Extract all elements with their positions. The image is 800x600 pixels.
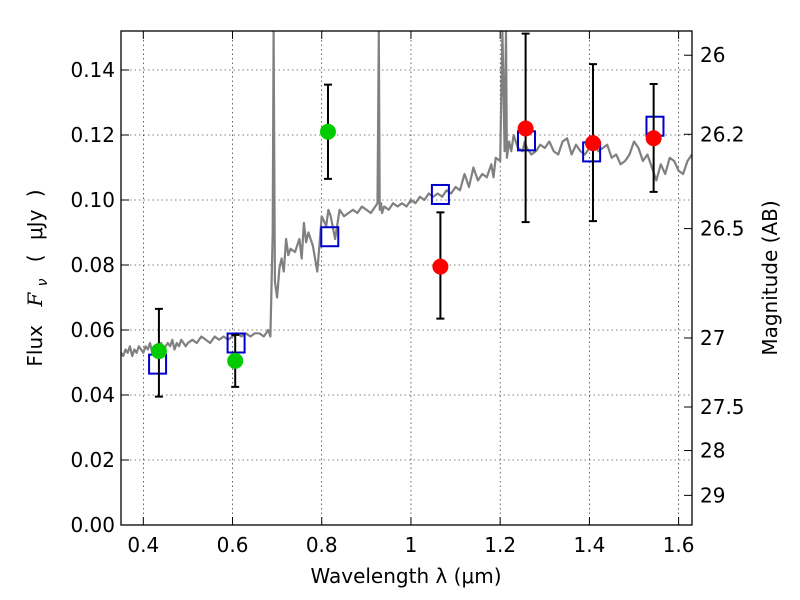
x-tick-label: 1.2 bbox=[484, 533, 516, 557]
x-tick-label: 0.6 bbox=[217, 533, 249, 557]
plot-frame bbox=[120, 30, 693, 526]
model-spectrum-line bbox=[121, 31, 692, 358]
y-axis-label: Flux F ν ( μJy ) bbox=[23, 189, 52, 366]
y-tick-label: 0.04 bbox=[70, 383, 115, 407]
x-tick-label: 0.4 bbox=[127, 533, 159, 557]
right-tick-label: 27 bbox=[700, 326, 725, 350]
y-tick-label: 0.08 bbox=[70, 253, 115, 277]
right-tick-label: 26.2 bbox=[700, 122, 745, 146]
y-tick-label: 0.00 bbox=[70, 513, 115, 537]
data-point bbox=[319, 123, 336, 140]
data-point bbox=[517, 120, 534, 137]
model-square bbox=[320, 226, 340, 248]
data-point bbox=[432, 258, 449, 275]
y-tick-label: 0.12 bbox=[70, 123, 115, 147]
y-tick-label: 0.02 bbox=[70, 448, 115, 472]
data-marks bbox=[148, 32, 665, 398]
y-label-flux: Flux bbox=[23, 325, 47, 367]
y-tick-label: 0.06 bbox=[70, 318, 115, 342]
axis-ticks: 0.4 0.6 0.8 1 1.2 1.4 1.6 0.00 0.02 0.04 0.06 0.08 0… bbox=[70, 31, 745, 557]
x-tick-label: 1 bbox=[405, 533, 418, 557]
y-label-f: F bbox=[23, 292, 47, 308]
x-tick-label: 1.4 bbox=[573, 533, 605, 557]
x-axis-label: Wavelength λ (μm) bbox=[310, 564, 501, 588]
right-tick-label: 29 bbox=[700, 483, 725, 507]
y-label-close-paren: ) bbox=[23, 189, 47, 197]
grid-lines bbox=[121, 31, 692, 526]
y-tick-label: 0.10 bbox=[70, 188, 115, 212]
right-tick-label: 26.5 bbox=[700, 217, 745, 241]
data-point bbox=[227, 352, 244, 369]
right-tick-label: 28 bbox=[700, 439, 725, 463]
y-label-nu: ν bbox=[35, 278, 51, 286]
right-tick-label: 27.5 bbox=[700, 395, 745, 419]
y-label-open-paren: ( bbox=[23, 254, 47, 262]
data-point bbox=[584, 135, 601, 152]
x-tick-label: 0.8 bbox=[306, 533, 338, 557]
data-point bbox=[150, 343, 167, 360]
y-label-unit: μJy bbox=[23, 209, 47, 240]
x-tick-label: 1.6 bbox=[663, 533, 695, 557]
model-square bbox=[430, 183, 450, 205]
y-tick-label: 0.14 bbox=[70, 58, 115, 82]
right-axis-label: Magnitude (AB) bbox=[758, 200, 782, 355]
right-tick-label: 26 bbox=[700, 43, 725, 67]
data-point bbox=[645, 130, 662, 147]
